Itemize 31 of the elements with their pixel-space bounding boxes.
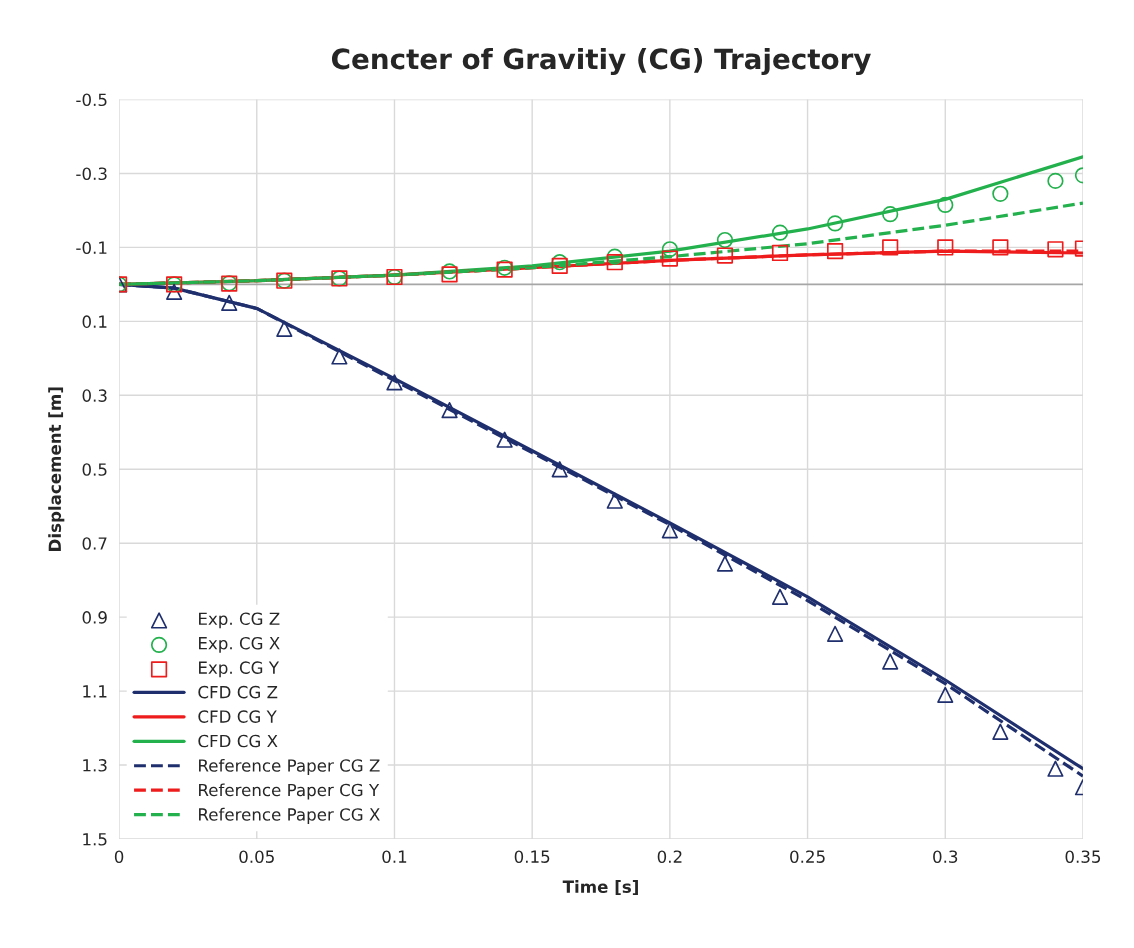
y-tick-label: -0.1 (76, 241, 107, 254)
y-tick-label: -0.5 (76, 93, 107, 107)
legend-label: Reference Paper CG Y (199, 783, 380, 800)
legend-label: Exp. CG Y (199, 661, 280, 678)
y-tick-label: 0.9 (82, 611, 107, 624)
legend-label: CFD CG Z (198, 685, 278, 699)
x-tick-label: 0.3 (933, 850, 958, 863)
y-tick-label: -0.3 (76, 167, 107, 181)
x-tick-label: 0.05 (239, 850, 274, 863)
y-tick-label: 0.7 (82, 537, 107, 550)
y-tick-label: 0.3 (82, 389, 107, 402)
x-tick-label: 0.2 (657, 850, 682, 863)
x-axis-title: Time [s] (562, 880, 638, 895)
y-tick-label: 0.5 (82, 463, 107, 476)
x-tick-label: 0.35 (1065, 850, 1101, 863)
y-axis-title: Displacement [m] (48, 387, 65, 551)
legend-label: Exp. CG Z (199, 612, 280, 629)
legend-label: Reference Paper CG Z (199, 758, 380, 776)
x-tick-label: 0 (114, 850, 124, 863)
legend-label: CFD CG Y (198, 710, 277, 723)
legend-label: Reference Paper CG X (199, 807, 380, 824)
x-tick-label: 0.25 (790, 850, 825, 863)
x-tick-label: 0.1 (382, 850, 407, 863)
y-tick-label: 1.3 (83, 759, 107, 772)
legend-label: Exp. CG X (199, 636, 280, 653)
y-tick-label: 1.5 (83, 833, 107, 846)
x-tick-label: 0.15 (514, 850, 550, 863)
y-tick-label: 0.1 (82, 315, 107, 328)
chart-title: Cencter of Gravitiy (CG) Trajectory (331, 47, 871, 75)
y-tick-label: 1.1 (83, 685, 107, 698)
legend-label: CFD CG X (198, 734, 278, 748)
